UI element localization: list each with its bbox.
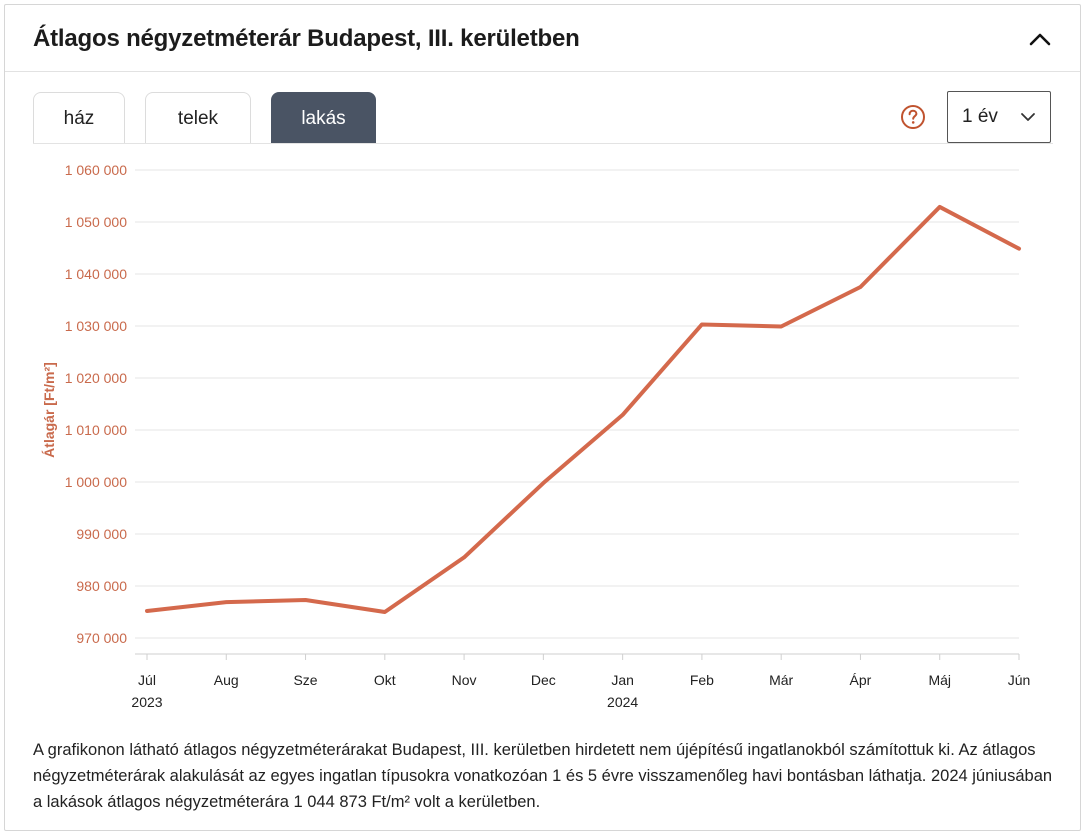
y-tick-label: 1 060 000 — [65, 162, 127, 178]
period-select-value: 1 év — [962, 106, 998, 127]
data-point — [700, 322, 704, 326]
y-tick-label: 1 040 000 — [65, 266, 127, 282]
chevron-up-icon — [1029, 33, 1051, 46]
x-tick-label: Dec — [531, 672, 556, 688]
x-tick-label: Már — [769, 672, 793, 688]
y-tick-label: 1 050 000 — [65, 214, 127, 230]
x-year-label: 2023 — [131, 694, 162, 710]
data-point — [224, 600, 228, 604]
y-tick-label: 990 000 — [76, 526, 127, 542]
x-tick-label: Jan — [611, 672, 634, 688]
price-card: Átlagos négyzetméterár Budapest, III. ke… — [4, 4, 1081, 831]
x-tick-label: Sze — [293, 672, 317, 688]
x-tick-label: Aug — [214, 672, 239, 688]
data-point — [938, 205, 942, 209]
data-point — [145, 609, 149, 613]
data-point — [858, 285, 862, 289]
tab-lakas[interactable]: lakás — [271, 92, 376, 144]
data-point — [1017, 247, 1021, 251]
question-icon — [901, 105, 925, 129]
data-point — [621, 413, 625, 417]
y-axis-title: Átlagár [Ft/m²] — [41, 362, 57, 458]
x-tick-label: Feb — [690, 672, 714, 688]
series-line-lakás — [145, 204, 1021, 614]
tab-haz[interactable]: ház — [33, 92, 125, 144]
data-point — [541, 481, 545, 485]
collapse-button[interactable] — [1028, 29, 1052, 49]
y-tick-label: 1 030 000 — [65, 318, 127, 334]
card-header: Átlagos négyzetméterár Budapest, III. ke… — [5, 5, 1080, 72]
y-tick-label: 980 000 — [76, 578, 127, 594]
x-tick-label: Okt — [374, 672, 396, 688]
x-tick-label: Máj — [928, 672, 951, 688]
price-line-chart: 970 000 980 000 990 000 1 000 000 1 010 000 1… — [41, 162, 1031, 710]
x-tick-label: Ápr — [850, 672, 872, 688]
period-select[interactable]: 1 év — [947, 91, 1051, 143]
chart-top-border — [33, 143, 1053, 144]
data-point — [462, 555, 466, 559]
page-title: Átlagos négyzetméterár Budapest, III. ke… — [33, 25, 580, 52]
y-tick-label: 1 020 000 — [65, 370, 127, 386]
chevron-down-icon — [1021, 113, 1035, 121]
data-point — [779, 325, 783, 329]
help-button[interactable] — [900, 104, 926, 130]
x-tick-label: Jún — [1008, 672, 1031, 688]
x-tick-label: Nov — [452, 672, 477, 688]
y-tick-label: 1 010 000 — [65, 422, 127, 438]
data-point — [304, 598, 308, 602]
y-tick-label: 970 000 — [76, 630, 127, 646]
y-tick-label: 1 000 000 — [65, 474, 127, 490]
chart-description: A grafikonon látható átlagos négyzetméte… — [33, 741, 1053, 811]
x-tick-label: Júl — [138, 672, 156, 688]
tab-telek[interactable]: telek — [145, 92, 251, 144]
data-point — [383, 610, 387, 614]
x-year-label: 2024 — [607, 694, 638, 710]
